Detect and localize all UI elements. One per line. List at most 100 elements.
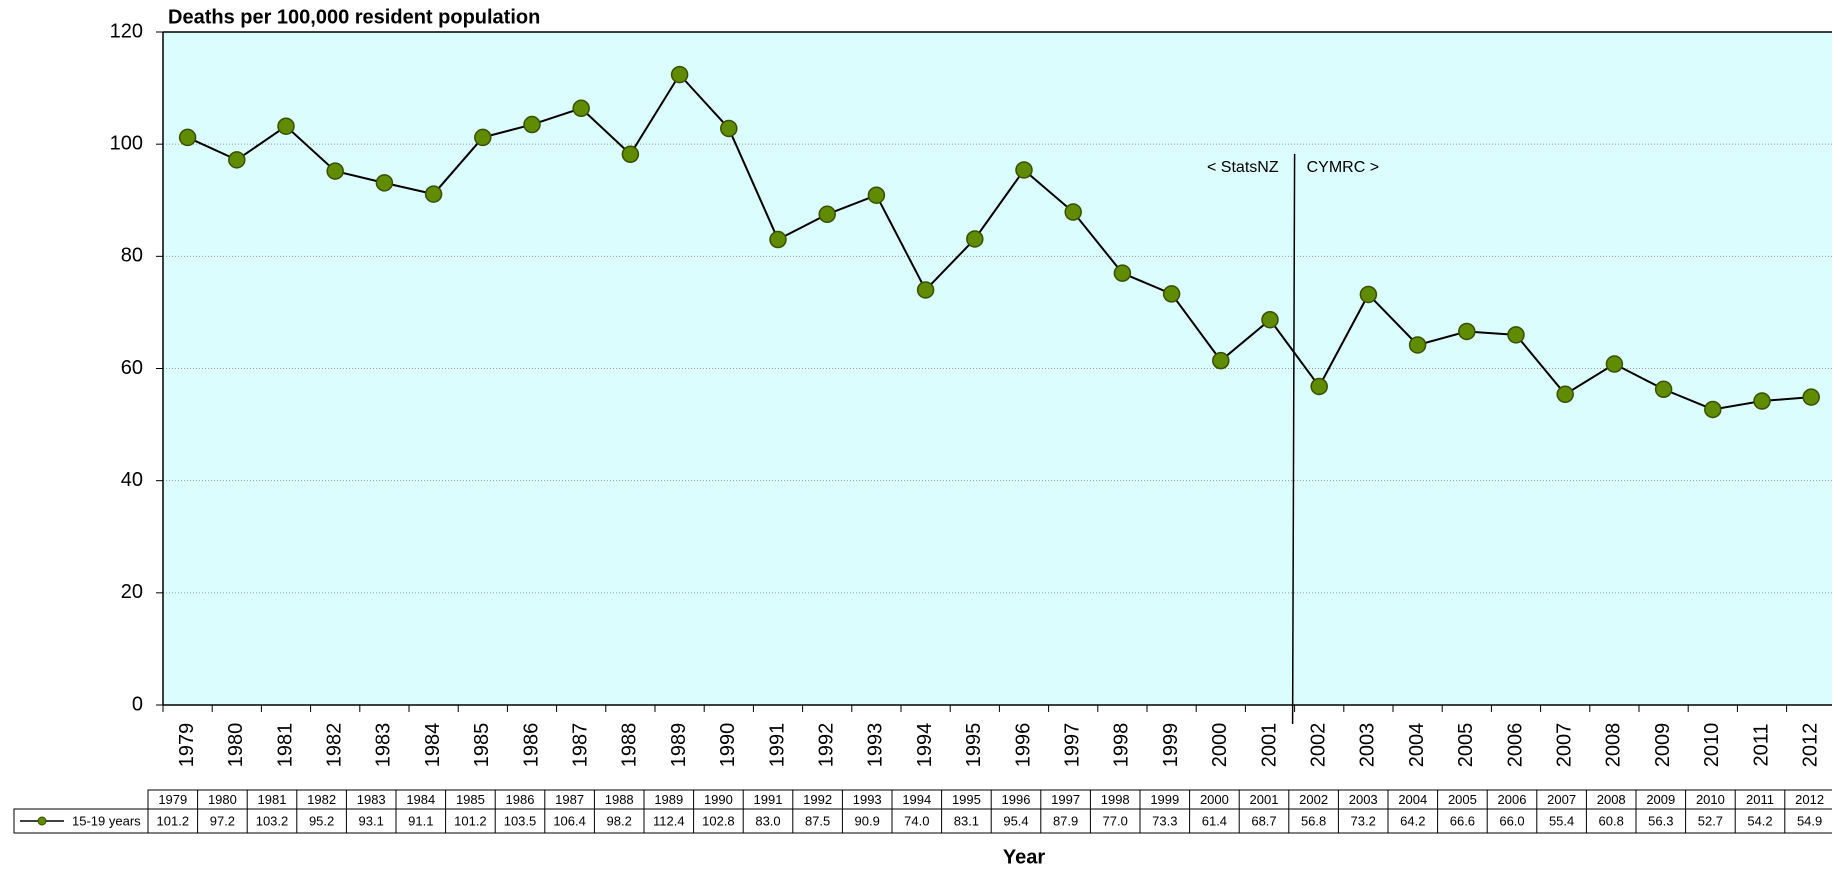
x-tick-label: 1979 [176, 723, 198, 768]
table-value: 93.1 [359, 813, 384, 828]
table-header: 1993 [853, 792, 882, 807]
y-tick-label: 0 [132, 693, 143, 715]
x-tick-label: 2002 [1307, 723, 1329, 768]
table-header: 1987 [555, 792, 584, 807]
table-value: 54.2 [1747, 813, 1772, 828]
marker [1605, 355, 1624, 373]
x-tick-label: 1986 [520, 723, 542, 768]
annotation: < StatsNZ [1207, 159, 1279, 176]
table-header: 1979 [158, 792, 187, 807]
table-header: 1990 [704, 792, 733, 807]
table-value: 87.9 [1053, 813, 1078, 828]
table-value: 73.2 [1351, 813, 1376, 828]
y-tick-label: 80 [121, 245, 143, 267]
x-tick-label: 1995 [963, 723, 985, 768]
x-tick-label: 1988 [619, 723, 641, 768]
table-header: 2008 [1597, 792, 1626, 807]
marker [1113, 264, 1132, 282]
table-value: 103.2 [256, 813, 289, 828]
table-value: 64.2 [1400, 813, 1425, 828]
x-tick-label: 1998 [1111, 723, 1133, 768]
marker [916, 281, 935, 299]
table-header: 1988 [605, 792, 634, 807]
marker [621, 145, 640, 164]
table-value: 106.4 [553, 813, 586, 828]
table-value: 55.4 [1549, 813, 1574, 828]
chart-title: Deaths per 100,000 resident population [168, 6, 540, 28]
table-header: 2011 [1746, 792, 1774, 807]
x-tick-label: 2005 [1455, 723, 1477, 768]
x-tick-label: 1994 [914, 723, 936, 768]
x-tick-label: 1992 [815, 723, 837, 768]
table-header: 1994 [902, 792, 931, 807]
table-header: 1981 [258, 792, 287, 807]
table-header: 1980 [208, 792, 237, 807]
table-value: 83.0 [755, 813, 780, 828]
table-value: 97.2 [210, 813, 235, 828]
x-tick-label: 2010 [1701, 723, 1723, 768]
x-tick-label: 2008 [1603, 723, 1625, 768]
marker [1162, 285, 1181, 303]
x-tick-label: 2007 [1553, 723, 1575, 768]
x-tick-label: 2001 [1258, 723, 1280, 768]
table-value: 90.9 [855, 813, 880, 828]
table-header: 1984 [406, 792, 435, 807]
x-tick-label: 2004 [1406, 723, 1428, 768]
x-tick-label: 1989 [668, 723, 690, 768]
table-frame [13, 808, 1832, 834]
x-tick-label: 2009 [1652, 723, 1674, 768]
marker [1064, 203, 1082, 221]
table-value: 66.0 [1499, 813, 1524, 828]
table-header: 2009 [1646, 792, 1675, 807]
table-value: 95.2 [309, 813, 334, 828]
annotation: CYMRC > [1307, 159, 1379, 176]
marker [966, 230, 984, 248]
table-header: 1986 [506, 792, 535, 807]
marker [375, 174, 394, 192]
marker [572, 99, 590, 118]
x-tick-label: 1983 [373, 723, 395, 768]
marker [1704, 400, 1722, 419]
marker [670, 65, 689, 84]
table-value: 74.0 [904, 813, 929, 828]
y-tick-label: 120 [110, 20, 143, 42]
y-tick-label: 20 [121, 581, 143, 603]
y-tick-label: 100 [110, 132, 143, 154]
table-value: 52.7 [1698, 813, 1723, 828]
table-header: 1985 [456, 792, 485, 807]
marker [178, 128, 197, 147]
x-tick-label: 1982 [323, 723, 345, 768]
marker [769, 230, 787, 249]
x-tick-label: 2011 [1750, 723, 1772, 766]
x-tick-label: 1999 [1160, 723, 1182, 768]
x-tick-label: 1985 [471, 723, 493, 768]
marker [867, 186, 886, 204]
table-header: 2006 [1498, 792, 1527, 807]
table-header: 1997 [1051, 792, 1080, 807]
marker [1212, 351, 1230, 370]
x-tick-label: 1993 [865, 723, 887, 768]
table-value: 60.8 [1599, 813, 1624, 828]
marker [1556, 385, 1574, 404]
table-value: 95.4 [1003, 813, 1028, 828]
table-header: 1998 [1101, 792, 1130, 807]
marker [1015, 161, 1033, 179]
table-value: 66.6 [1450, 813, 1475, 828]
x-tick-label: 2003 [1357, 723, 1379, 768]
table-header: 1991 [754, 792, 783, 807]
marker [1310, 377, 1328, 396]
marker [1261, 310, 1279, 329]
table-header: 1989 [654, 792, 683, 807]
table-value: 112.4 [653, 813, 685, 828]
table-header: 2004 [1398, 792, 1427, 807]
marker [474, 128, 492, 147]
marker [720, 119, 738, 138]
source-divider [1291, 153, 1296, 725]
marker [1802, 388, 1820, 406]
series-line [187, 72, 1812, 411]
marker [277, 117, 295, 135]
table-header: 1982 [307, 792, 336, 807]
table-value: 103.5 [504, 813, 537, 828]
marker [326, 162, 344, 180]
